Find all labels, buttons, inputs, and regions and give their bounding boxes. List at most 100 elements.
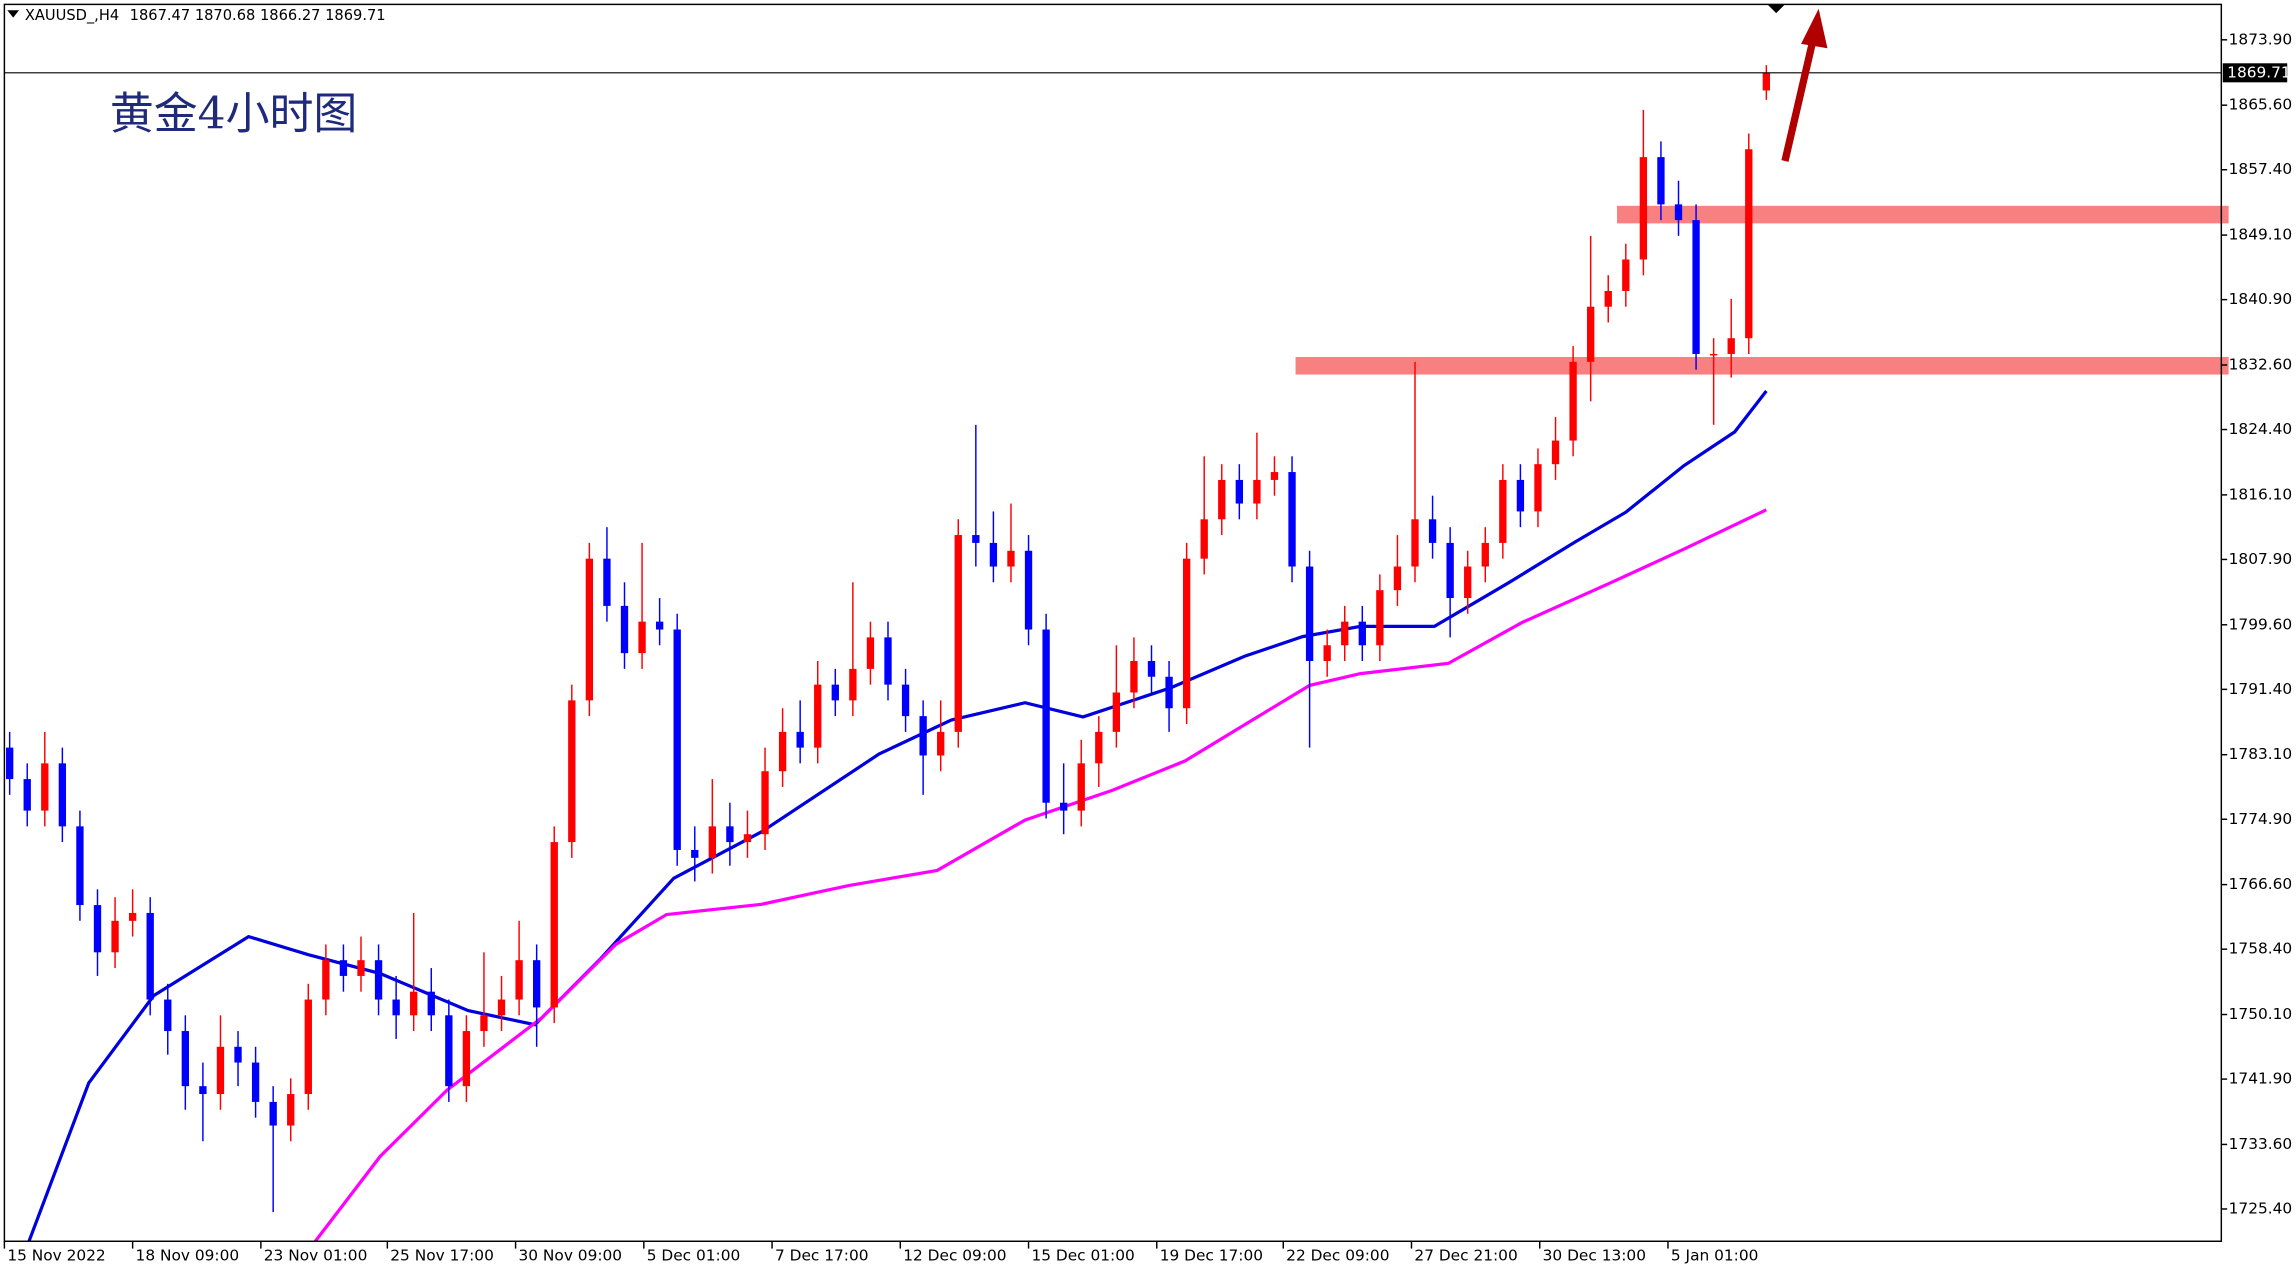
plot-area <box>4 65 2229 1243</box>
candle-body <box>1692 220 1700 354</box>
candle-body <box>1024 550 1033 630</box>
y-tick-label: 1783.10 <box>2229 745 2293 763</box>
candle-body <box>585 558 594 701</box>
y-tick-label: 1741.90 <box>2229 1070 2293 1088</box>
candle-body <box>1305 566 1314 662</box>
y-tick-label: 1824.40 <box>2229 420 2293 438</box>
candle-body <box>796 731 804 748</box>
x-tick-label: 22 Dec 09:00 <box>1286 1246 1389 1264</box>
candle-body <box>1762 72 1771 91</box>
candle-body <box>1411 519 1419 567</box>
candle-body <box>41 763 49 811</box>
candle-body <box>251 1062 260 1102</box>
candle-body <box>1587 306 1595 362</box>
candle-body <box>515 960 523 1000</box>
candle-body <box>58 763 67 827</box>
candle-body <box>691 849 699 858</box>
y-tick-label: 1816.10 <box>2229 485 2293 503</box>
candle-body <box>1165 676 1173 709</box>
candle-body <box>1569 361 1577 441</box>
candle-body <box>1147 661 1156 677</box>
candle-body <box>427 991 435 1016</box>
y-tick-label: 1832.60 <box>2229 355 2293 373</box>
candle-body <box>1481 542 1489 567</box>
candle-body <box>410 991 418 1016</box>
candle-body <box>1428 519 1437 543</box>
candle-body <box>164 999 172 1032</box>
plot-frame <box>3 3 2223 1242</box>
candle-body <box>497 999 506 1016</box>
y-tick-label: 1865.60 <box>2229 96 2293 114</box>
candle-body <box>93 905 102 953</box>
candle-body <box>937 731 945 756</box>
candle-body <box>1042 629 1050 803</box>
candle-body <box>1639 157 1648 260</box>
candle-body <box>1534 464 1542 512</box>
candle-body <box>1499 479 1507 543</box>
x-tick-label: 18 Nov 09:00 <box>136 1246 240 1264</box>
candle-body <box>146 912 154 1000</box>
candle-body <box>1235 479 1243 504</box>
moving-average <box>27 389 1768 1242</box>
candle-body <box>1622 259 1630 291</box>
candle-body <box>322 960 330 1000</box>
x-tick-label: 23 Nov 01:00 <box>264 1246 368 1264</box>
candle-body <box>1745 149 1753 339</box>
candle-body <box>884 637 892 685</box>
candle-body <box>1077 763 1085 811</box>
candle-body <box>1446 542 1454 599</box>
candle-body <box>462 1031 471 1087</box>
candle-body <box>708 826 716 858</box>
candle-body <box>1112 692 1121 732</box>
candle-body <box>1200 519 1208 559</box>
candle-body <box>374 960 383 1000</box>
current-price-box <box>2222 63 2288 83</box>
candle-body <box>761 771 769 835</box>
candle-body <box>1674 204 1683 221</box>
candle-body <box>234 1046 242 1063</box>
candle-body <box>778 731 787 772</box>
arrow-shaft <box>1781 40 1817 162</box>
x-tick-label: 5 Jan 01:00 <box>1671 1246 1759 1264</box>
candle-body <box>849 668 857 701</box>
candle-body <box>989 542 998 567</box>
x-tick-label: 30 Dec 13:00 <box>1543 1246 1646 1264</box>
shift-marker <box>1767 4 1785 14</box>
candle-body <box>568 700 576 843</box>
menu-triangle <box>7 10 20 18</box>
y-tick-label: 1799.60 <box>2229 615 2293 633</box>
header: XAUUSD_,H4 1867.47 1870.68 1866.27 1869.… <box>25 7 386 24</box>
candle-body <box>743 834 752 843</box>
candle-body <box>1182 558 1191 709</box>
chart-title: 黄金4小时图 <box>110 89 358 140</box>
candle-body <box>1464 566 1472 599</box>
candle-body <box>111 920 119 953</box>
arrow-head <box>1801 8 1828 49</box>
candle-body <box>216 1046 225 1095</box>
header-close: 1869.71 <box>325 7 385 24</box>
y-tick-label: 1791.40 <box>2229 680 2293 698</box>
candle-body <box>673 629 681 850</box>
candle-body <box>1709 353 1718 356</box>
candle-body <box>954 535 962 732</box>
candle-body <box>357 960 365 976</box>
candle-body <box>1288 472 1296 567</box>
y-tick-label: 1840.90 <box>2229 290 2293 308</box>
candle-body <box>814 684 822 748</box>
x-tick-label: 15 Dec 01:00 <box>1031 1246 1134 1264</box>
candle-body <box>445 1015 453 1087</box>
y-tick-label: 1807.90 <box>2229 550 2293 568</box>
candle-body <box>392 999 400 1016</box>
candle-body <box>1727 338 1735 354</box>
trend-arrow <box>1781 8 1828 162</box>
x-tick-label: 25 Nov 17:00 <box>390 1246 494 1264</box>
y-tick-label: 1725.40 <box>2229 1199 2293 1217</box>
candle-body <box>972 535 980 543</box>
candle-body <box>866 637 875 669</box>
x-tick-label: 12 Dec 09:00 <box>903 1246 1006 1264</box>
candle-body <box>655 621 664 630</box>
y-tick-label: 1758.40 <box>2229 940 2293 958</box>
candle-body <box>287 1094 295 1126</box>
candle-body <box>1657 157 1665 205</box>
